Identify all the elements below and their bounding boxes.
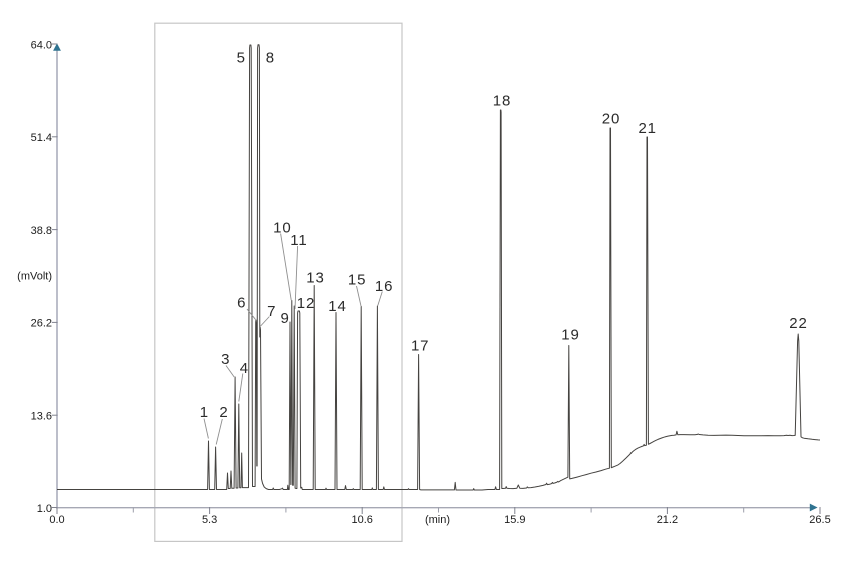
svg-text:15.9: 15.9: [504, 514, 525, 526]
svg-text:13: 13: [306, 269, 325, 286]
svg-text:21.2: 21.2: [657, 514, 678, 526]
svg-text:5.3: 5.3: [202, 514, 217, 526]
svg-text:6: 6: [237, 294, 246, 311]
svg-text:2: 2: [219, 404, 228, 421]
svg-text:38.8: 38.8: [31, 225, 52, 237]
svg-text:12: 12: [297, 295, 316, 312]
svg-text:18: 18: [493, 93, 512, 110]
svg-text:15: 15: [348, 272, 367, 289]
svg-text:19: 19: [561, 326, 580, 343]
svg-text:64.0: 64.0: [31, 39, 52, 51]
svg-text:26.5: 26.5: [809, 514, 830, 526]
svg-text:1: 1: [200, 404, 209, 421]
svg-text:10: 10: [273, 219, 292, 236]
svg-text:4: 4: [240, 360, 249, 377]
svg-text:11: 11: [290, 232, 307, 249]
svg-text:22: 22: [789, 315, 808, 332]
svg-text:26.2: 26.2: [31, 318, 52, 330]
svg-text:8: 8: [266, 50, 275, 67]
svg-text:51.4: 51.4: [31, 132, 52, 144]
svg-text:(min): (min): [425, 514, 450, 526]
svg-text:13.6: 13.6: [31, 411, 52, 423]
svg-text:5: 5: [237, 49, 246, 66]
svg-text:7: 7: [267, 303, 276, 320]
svg-text:14: 14: [328, 298, 347, 315]
svg-text:17: 17: [411, 338, 430, 355]
svg-text:16: 16: [375, 278, 394, 295]
svg-text:3: 3: [221, 351, 230, 368]
svg-text:20: 20: [602, 110, 621, 127]
svg-text:0.0: 0.0: [49, 514, 64, 526]
svg-text:(mVolt): (mVolt): [17, 271, 52, 283]
svg-text:1.0: 1.0: [37, 503, 52, 515]
svg-text:9: 9: [280, 310, 289, 327]
svg-text:21: 21: [638, 120, 657, 137]
svg-text:10.6: 10.6: [351, 514, 372, 526]
